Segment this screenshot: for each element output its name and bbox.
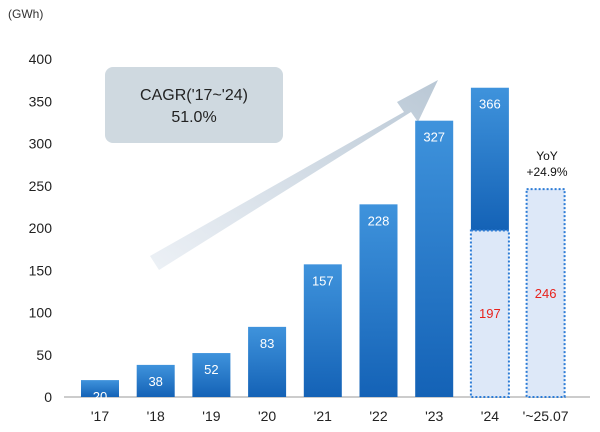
y-tick-label: 400 [29,51,53,67]
y-tick-label: 150 [29,262,53,278]
y-tick-label: 100 [29,305,53,321]
yoy-title: YoY [536,149,558,163]
bar-value-label: 228 [368,213,390,228]
bar-2024 [470,87,509,231]
cagr-annotation: CAGR('17~'24) 51.0% [105,67,283,143]
bar-ytd-2025 [525,188,566,398]
y-unit-label: (GWh) [8,7,43,21]
bar [359,204,398,397]
y-tick-label: 300 [29,136,53,152]
cagr-value: 51.0% [171,109,216,126]
bar [192,353,231,397]
y-tick-label: 350 [29,93,53,109]
bar [81,380,119,397]
bar-2024-partial [469,229,510,398]
bar-value-label: 52 [204,362,218,377]
bar [303,264,342,397]
x-tick-label: '21 [314,408,332,424]
yoy-value: +24.9% [526,165,567,179]
bar-value-label: 20 [93,389,107,404]
y-tick-label: 0 [44,389,52,405]
bar [136,364,175,397]
x-tick-label: '24 [481,408,499,424]
x-tick-label: '22 [369,408,387,424]
y-tick-label: 250 [29,178,53,194]
bar [415,120,454,397]
y-tick-label: 50 [36,347,52,363]
x-tick-label: '18 [147,408,165,424]
bar-value-label: 38 [148,374,162,389]
x-tick-label: '17 [91,408,109,424]
x-tick-label: '19 [202,408,220,424]
x-tick-label: '23 [425,408,443,424]
y-tick-label: 200 [29,220,53,236]
bar-value-label: 246 [535,286,557,301]
x-tick-label: '~25.07 [523,408,569,424]
bar-partial-value-label: 197 [479,306,501,321]
bar-value-label: 83 [260,336,274,351]
growth-arrow-icon [150,80,438,270]
bar-series: 20 38 52 83 157 228 327 366 197 246 [81,87,566,404]
bar-value-label: 157 [312,273,334,288]
bar-value-label: 327 [423,130,445,145]
y-axis: 0 50 100 150 200 250 300 350 400 [29,51,53,405]
cagr-title: CAGR('17~'24) [140,87,248,104]
bar [248,326,287,397]
bar-value-label: 366 [479,97,501,112]
x-axis: '17 '18 '19 '20 '21 '22 '23 '24 '~25.07 [91,408,569,424]
x-tick-label: '20 [258,408,276,424]
